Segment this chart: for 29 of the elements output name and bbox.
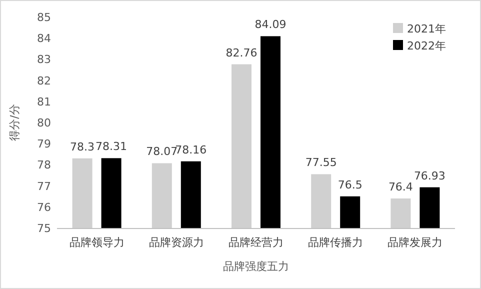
y-tick-label: 82 xyxy=(37,74,51,88)
y-tick-label: 81 xyxy=(37,95,51,108)
data-label: 76.4 xyxy=(388,180,413,194)
data-label: 78.16 xyxy=(175,143,207,156)
data-label: 77.55 xyxy=(305,156,337,170)
y-tick-label: 75 xyxy=(37,222,51,235)
y-tick-label: 80 xyxy=(37,116,51,130)
y-tick-label: 85 xyxy=(37,11,51,24)
y-axis-title: 得分/分 xyxy=(8,104,21,141)
x-tick-label: 品牌领导力 xyxy=(69,236,124,249)
x-tick-label: 品牌经营力 xyxy=(228,236,284,249)
data-label: 76.93 xyxy=(414,169,446,182)
y-tick-label: 77 xyxy=(37,180,51,193)
x-tick-label: 品牌资源力 xyxy=(148,236,204,249)
y-tick-label: 84 xyxy=(37,32,51,46)
y-tick-label: 79 xyxy=(37,138,51,151)
data-label: 84.09 xyxy=(254,18,286,32)
y-tick-label: 76 xyxy=(37,200,51,214)
data-label: 78.3 xyxy=(70,140,95,154)
data-label: 76.5 xyxy=(338,178,362,192)
x-tick-label: 品牌发展力 xyxy=(388,236,443,249)
legend-label: 2022年 xyxy=(407,40,446,52)
x-axis-title: 品牌强度五力 xyxy=(223,260,289,273)
x-tick-label: 品牌传播力 xyxy=(308,236,364,249)
y-tick-label: 83 xyxy=(37,53,51,66)
data-label: 82.76 xyxy=(226,46,258,60)
y-tick-label: 78 xyxy=(37,158,51,172)
data-label: 78.31 xyxy=(96,140,128,154)
legend-label: 2021年 xyxy=(407,22,446,36)
